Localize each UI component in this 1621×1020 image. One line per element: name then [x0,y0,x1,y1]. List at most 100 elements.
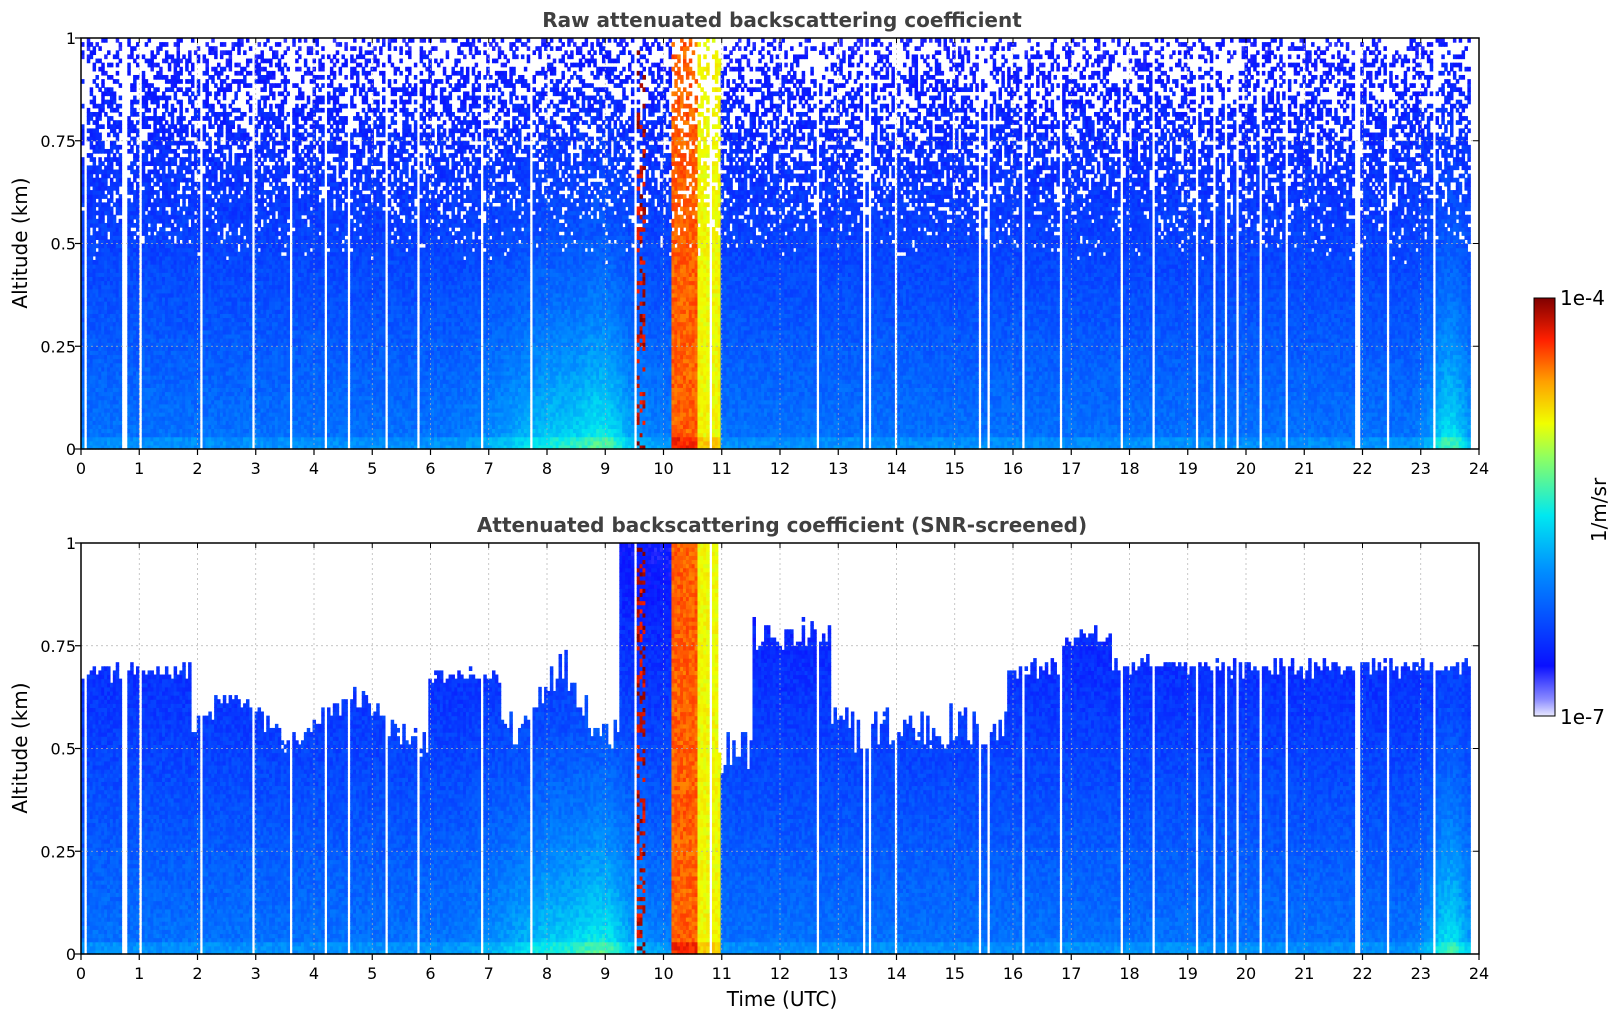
heatmap-cell [98,112,101,117]
heatmap-cell [101,104,104,109]
heatmap-cell [104,54,107,59]
heatmap-cell [119,59,122,64]
heatmap-cell [177,186,180,191]
heatmap-cell [148,174,151,179]
heatmap-cell [95,174,98,179]
heatmap-cell [119,305,122,310]
heatmap-cell [119,441,122,446]
heatmap-cell [162,133,165,138]
heatmap-cell [168,165,171,170]
heatmap-cell [101,67,104,72]
heatmap-cell [90,116,93,121]
heatmap-cell [119,153,122,158]
heatmap-cell [116,54,119,59]
heatmap-cell [119,182,122,187]
heatmap-cell [185,182,188,187]
heatmap-cell [130,149,133,154]
heatmap-cell [98,59,101,64]
heatmap-cell [107,153,110,158]
heatmap-cell [87,46,90,51]
heatmap-cell [168,194,171,199]
heatmap-cell [142,165,145,170]
heatmap-cell [119,293,122,298]
heatmap-cell [162,91,165,96]
heatmap-cell [130,186,133,191]
heatmap-cell [90,256,93,261]
heatmap-cell [145,100,148,105]
heatmap-cell [133,231,136,236]
heatmap-cell [142,71,145,76]
heatmap-cell [116,133,119,138]
heatmap-cell [156,50,159,55]
heatmap-cell [174,207,177,212]
heatmap-cell [119,354,122,359]
heatmap-cell [133,96,136,101]
heatmap-cell [119,244,122,249]
heatmap-cell [90,153,93,158]
heatmap-cell [101,219,104,224]
heatmap-cell [165,59,168,64]
heatmap-cell [119,408,122,413]
heatmap-cell [98,157,101,162]
heatmap-cell [119,309,122,314]
heatmap-cell [104,235,107,240]
heatmap-cell [171,87,174,92]
heatmap-cell [182,174,185,179]
heatmap-cell [119,420,122,425]
heatmap-cell [127,42,130,47]
heatmap-cell [179,100,182,105]
heatmap-cell [182,161,185,166]
heatmap-cell [130,182,133,187]
heatmap-cell [171,223,174,228]
heatmap-cell [93,46,96,51]
heatmap-cell [148,87,151,92]
heatmap-cell [150,149,153,154]
heatmap-cell [110,207,113,212]
heatmap-cell [148,182,151,187]
heatmap-cell [110,104,113,109]
heatmap-cell [119,260,122,265]
heatmap-cell [119,170,122,175]
heatmap-cell [177,42,180,47]
heatmap-cell [185,219,188,224]
heatmap-cell [93,96,96,101]
heatmap-cell [165,50,168,55]
heatmap-cell [127,198,130,203]
heatmap-cell [119,322,122,327]
heatmap-cell [145,79,148,84]
heatmap-cell [119,194,122,199]
heatmap-cell [177,145,180,150]
heatmap-cell [133,141,136,146]
heatmap-cell [174,161,177,166]
heatmap-cell [153,54,156,59]
heatmap-cell [165,75,168,80]
heatmap-cell [127,141,130,146]
heatmap-cell [119,202,122,207]
heatmap-cell [179,108,182,113]
heatmap-cell [119,387,122,392]
heatmap-cell [119,252,122,257]
heatmap-cell [90,87,93,92]
heatmap-cell [142,54,145,59]
heatmap-cell [110,63,113,68]
heatmap-cell [150,194,153,199]
heatmap-cell [133,108,136,113]
heatmap-cell [119,207,122,212]
heatmap-cell [93,157,96,162]
heatmap-cell [159,120,162,125]
heatmap-cell [142,211,145,216]
heatmap-cell [162,165,165,170]
heatmap-cell [107,174,110,179]
heatmap-cell [174,91,177,96]
heatmap-cell [179,71,182,76]
heatmap-cell [177,50,180,55]
heatmap-cell [130,219,133,224]
heatmap-cell [185,128,188,133]
heatmap-cell [119,297,122,302]
heatmap-cell [104,71,107,76]
heatmap-cell [165,104,168,109]
heatmap-cell [119,120,122,125]
heatmap-cell [93,215,96,220]
heatmap-cell [165,235,168,240]
